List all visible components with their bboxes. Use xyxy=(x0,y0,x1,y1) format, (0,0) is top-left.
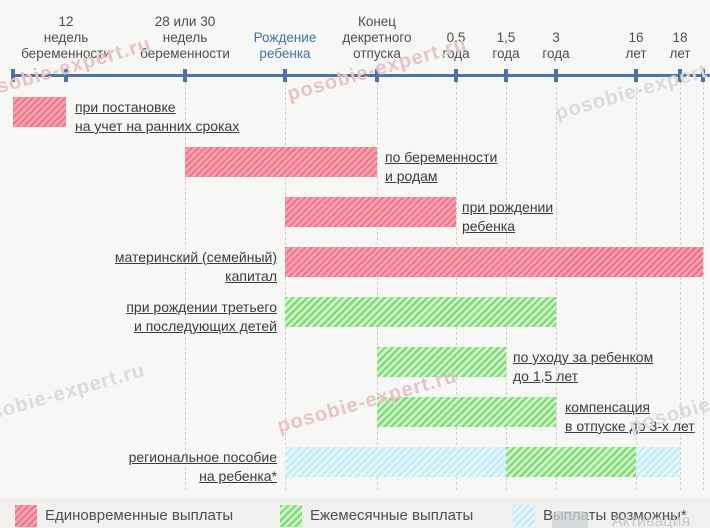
axis-label-y15: 1,5 года xyxy=(492,30,520,61)
bar-pregnancy-and-birth xyxy=(185,147,377,177)
gridline-y05 xyxy=(456,77,457,490)
axis-label-leave_end: Конец декретного отпуска xyxy=(342,14,412,61)
axis-tick-end xyxy=(701,69,705,82)
gridline-y18 xyxy=(680,77,681,490)
legend-swatch-monthly-icon xyxy=(280,505,302,527)
axis-tick-y3 xyxy=(554,69,558,82)
legend-label-possible: Выплаты возможны* xyxy=(543,507,687,524)
gridline-end xyxy=(703,77,704,490)
label-regional-benefit[interactable]: региональное пособие на ребенка* xyxy=(129,448,277,486)
timeline-axis-line xyxy=(13,74,710,77)
legend-swatch-one_time-icon xyxy=(15,505,37,527)
label-early-registration[interactable]: при постановке на учет на ранних сроках xyxy=(75,98,239,136)
label-third-child-line2: и последующих детей xyxy=(134,318,277,334)
legend-label-monthly: Ежемесячные выплаты xyxy=(310,507,474,524)
axis-tick-birth xyxy=(283,69,287,82)
label-childcare-up-to-1-5-line1: по уходу за ребенком xyxy=(513,349,654,365)
gridline-y15 xyxy=(506,77,507,490)
bar-early-registration xyxy=(13,97,66,127)
bar-childcare-up-to-1-5 xyxy=(377,347,506,377)
axis-tick-y05 xyxy=(454,69,458,82)
bar-regional-benefit-seg2 xyxy=(636,447,680,477)
gridline-birth xyxy=(285,77,286,490)
legend-swatch-possible-icon xyxy=(513,505,535,527)
label-compensation-up-to-3-line1: компенсация xyxy=(565,399,650,415)
label-maternal-capital-line1: материнский (семейный) xyxy=(114,249,277,265)
axis-label-y18: 18 лет xyxy=(669,30,691,61)
axis-tick-week12 xyxy=(64,69,68,82)
axis-label-y16: 16 лет xyxy=(625,30,647,61)
label-third-child[interactable]: при рождении третьего и последующих детей xyxy=(126,298,277,336)
axis-label-y3: 3 года xyxy=(542,30,570,61)
label-early-registration-line1: при постановке xyxy=(75,99,176,115)
gridline-y3 xyxy=(556,77,557,490)
axis-tick-week28_30 xyxy=(183,69,187,82)
bar-regional-benefit-seg1 xyxy=(506,447,636,477)
label-compensation-up-to-3[interactable]: компенсация в отпуске до 3-х лет xyxy=(565,398,695,436)
bar-maternal-capital xyxy=(285,247,703,277)
axis-label-week28_30: 28 или 30 недель беременности xyxy=(140,14,230,61)
axis-tick-y15 xyxy=(504,69,508,82)
axis-tick-y18 xyxy=(678,69,682,82)
bar-child-birth xyxy=(285,197,456,227)
label-early-registration-line2: на учет на ранних сроках xyxy=(75,118,240,134)
label-childcare-up-to-1-5-line2: до 1,5 лет xyxy=(513,368,579,384)
watermark-site-3: posobie-expert.ru xyxy=(552,52,710,125)
label-maternal-capital-line2: капитал xyxy=(225,268,277,284)
legend-label-one_time: Единовременные выплаты xyxy=(45,507,234,524)
axis-label-week12: 12 недель беременности xyxy=(21,14,111,61)
gridline-leave_end xyxy=(377,77,378,490)
label-maternal-capital[interactable]: материнский (семейный) капитал xyxy=(115,248,277,286)
label-regional-benefit-line2: на ребенка* xyxy=(199,468,277,484)
bar-compensation-up-to-3 xyxy=(377,397,556,427)
gridline-week28_30 xyxy=(185,77,186,490)
axis-tick-leave_end xyxy=(375,69,379,82)
label-child-birth-line2: ребенка xyxy=(462,218,516,234)
label-pregnancy-and-birth-line2: и родам xyxy=(385,168,438,184)
bar-third-child xyxy=(285,297,556,327)
axis-tick-start xyxy=(11,69,15,82)
label-childcare-up-to-1-5[interactable]: по уходу за ребенком до 1,5 лет xyxy=(513,348,653,386)
label-pregnancy-and-birth[interactable]: по беременности и родам xyxy=(385,148,497,186)
watermark-site-4: posobie-expert.ru xyxy=(0,359,148,432)
gridline-y16 xyxy=(636,77,637,490)
label-pregnancy-and-birth-line1: по беременности xyxy=(385,149,498,165)
label-third-child-line1: при рождении третьего xyxy=(126,299,277,315)
legend-strip-background xyxy=(0,497,710,528)
axis-label-y05: 0,5 года xyxy=(442,30,470,61)
bar-regional-benefit-seg0 xyxy=(285,447,506,477)
label-child-birth[interactable]: при рождении ребенка xyxy=(462,198,553,236)
label-child-birth-line1: при рождении xyxy=(462,199,554,215)
axis-label-birth: Рождение ребенка xyxy=(253,30,317,61)
label-regional-benefit-line1: региональное пособие xyxy=(128,449,277,465)
axis-tick-y16 xyxy=(634,69,638,82)
label-compensation-up-to-3-line2: в отпуске до 3-х лет xyxy=(565,418,695,434)
